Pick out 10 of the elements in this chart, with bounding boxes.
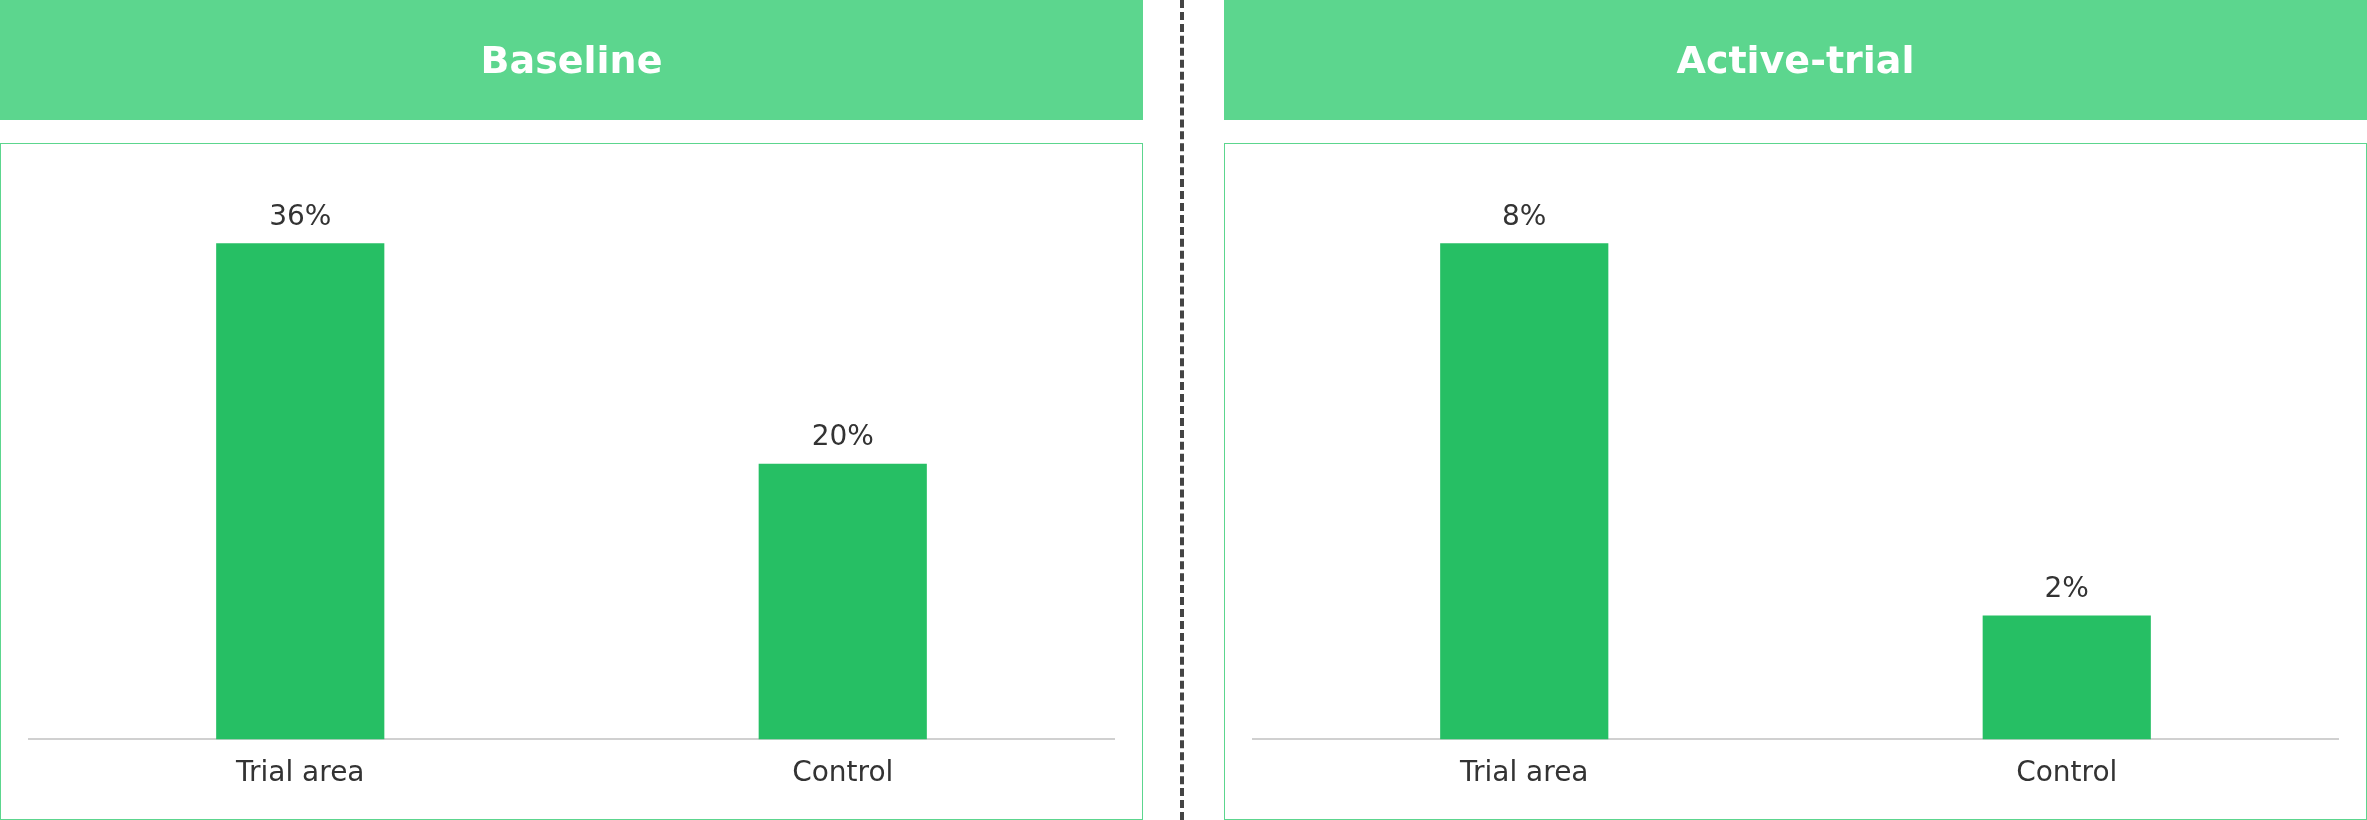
x-tick-label: Trial area: [234, 755, 365, 789]
x-tick-label: Control: [792, 755, 894, 789]
x-tick-label: Trial area: [1458, 755, 1589, 789]
chart-title: Baseline: [0, 0, 1143, 120]
data-label: 8%: [1502, 198, 1547, 232]
chart-title: Active-trial: [1224, 0, 2367, 120]
data-label: 20%: [811, 419, 874, 453]
data-label: 36%: [269, 198, 332, 232]
data-label: 2%: [2044, 570, 2089, 604]
x-tick-label: Control: [2016, 755, 2118, 789]
